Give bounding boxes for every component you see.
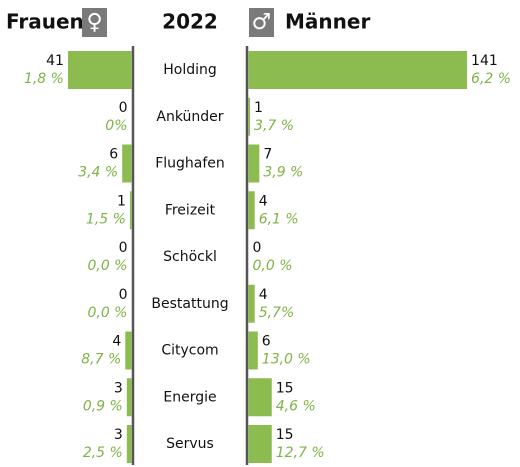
share-label: 3,7 % bbox=[254, 118, 294, 134]
category-label: Schöckl bbox=[163, 249, 217, 265]
center-title: 2022 bbox=[162, 10, 218, 34]
bar bbox=[125, 331, 132, 370]
count-label: 3 bbox=[114, 427, 123, 443]
count-label: 6 bbox=[262, 334, 271, 350]
share-label: 3,9 % bbox=[263, 165, 303, 181]
count-label: 7 bbox=[263, 147, 272, 163]
bar bbox=[122, 144, 132, 183]
female-symbol: ♀ bbox=[86, 10, 102, 35]
right-title: Männer bbox=[285, 10, 370, 34]
share-label: 4,6 % bbox=[276, 398, 316, 414]
share-label: 2,5 % bbox=[83, 445, 123, 461]
share-label: 0,9 % bbox=[83, 398, 123, 414]
bar bbox=[248, 378, 272, 417]
category-label: Citycom bbox=[161, 343, 218, 359]
category-label: Ankünder bbox=[156, 109, 223, 125]
count-label: 15 bbox=[276, 427, 294, 443]
count-label: 4 bbox=[112, 334, 121, 350]
count-label: 3 bbox=[114, 380, 123, 396]
bar bbox=[248, 51, 468, 89]
share-label: 0% bbox=[105, 118, 127, 134]
count-label: 0 bbox=[119, 287, 128, 303]
count-label: 6 bbox=[109, 147, 118, 163]
count-label: 0 bbox=[119, 100, 128, 116]
share-label: 6,1 % bbox=[259, 211, 299, 227]
share-label: 8,7 % bbox=[81, 352, 121, 368]
category-label: Holding bbox=[163, 62, 217, 78]
share-label: 13,0 % bbox=[262, 352, 311, 368]
share-label: 12,7 % bbox=[276, 445, 325, 461]
count-label: 4 bbox=[259, 287, 268, 303]
share-label: 1,8 % bbox=[24, 71, 64, 87]
bar bbox=[67, 51, 132, 89]
male-symbol: ♂ bbox=[252, 10, 272, 35]
symbol-box bbox=[82, 8, 107, 37]
count-label: 15 bbox=[276, 380, 294, 396]
count-label: 0 bbox=[253, 240, 262, 256]
category-label: Bestattung bbox=[151, 296, 228, 312]
share-label: 5,7% bbox=[259, 305, 295, 321]
category-label: Energie bbox=[163, 389, 216, 405]
bar bbox=[248, 425, 272, 463]
bar bbox=[248, 191, 255, 230]
share-label: 3,4 % bbox=[78, 165, 118, 181]
count-label: 141 bbox=[471, 53, 498, 69]
share-label: 6,2 % bbox=[471, 71, 511, 87]
count-label: 1 bbox=[254, 100, 263, 116]
bar bbox=[248, 284, 255, 323]
bar bbox=[129, 191, 132, 230]
bar bbox=[248, 144, 260, 183]
left-title: Frauen bbox=[6, 10, 84, 34]
share-label: 0,0 % bbox=[87, 258, 127, 274]
count-label: 41 bbox=[46, 53, 64, 69]
count-label: 0 bbox=[119, 240, 128, 256]
count-label: 4 bbox=[259, 193, 268, 209]
category-label: Flughafen bbox=[155, 156, 225, 172]
category-label: Freizeit bbox=[165, 202, 216, 218]
symbol-box bbox=[249, 8, 274, 37]
share-label: 1,5 % bbox=[86, 211, 126, 227]
share-label: 0,0 % bbox=[87, 305, 127, 321]
count-label: 1 bbox=[117, 193, 126, 209]
bar bbox=[248, 97, 251, 136]
bar bbox=[248, 331, 258, 370]
bar bbox=[126, 425, 132, 463]
share-label: 0,0 % bbox=[253, 258, 293, 274]
category-label: Servus bbox=[166, 436, 214, 452]
bar bbox=[126, 378, 132, 417]
